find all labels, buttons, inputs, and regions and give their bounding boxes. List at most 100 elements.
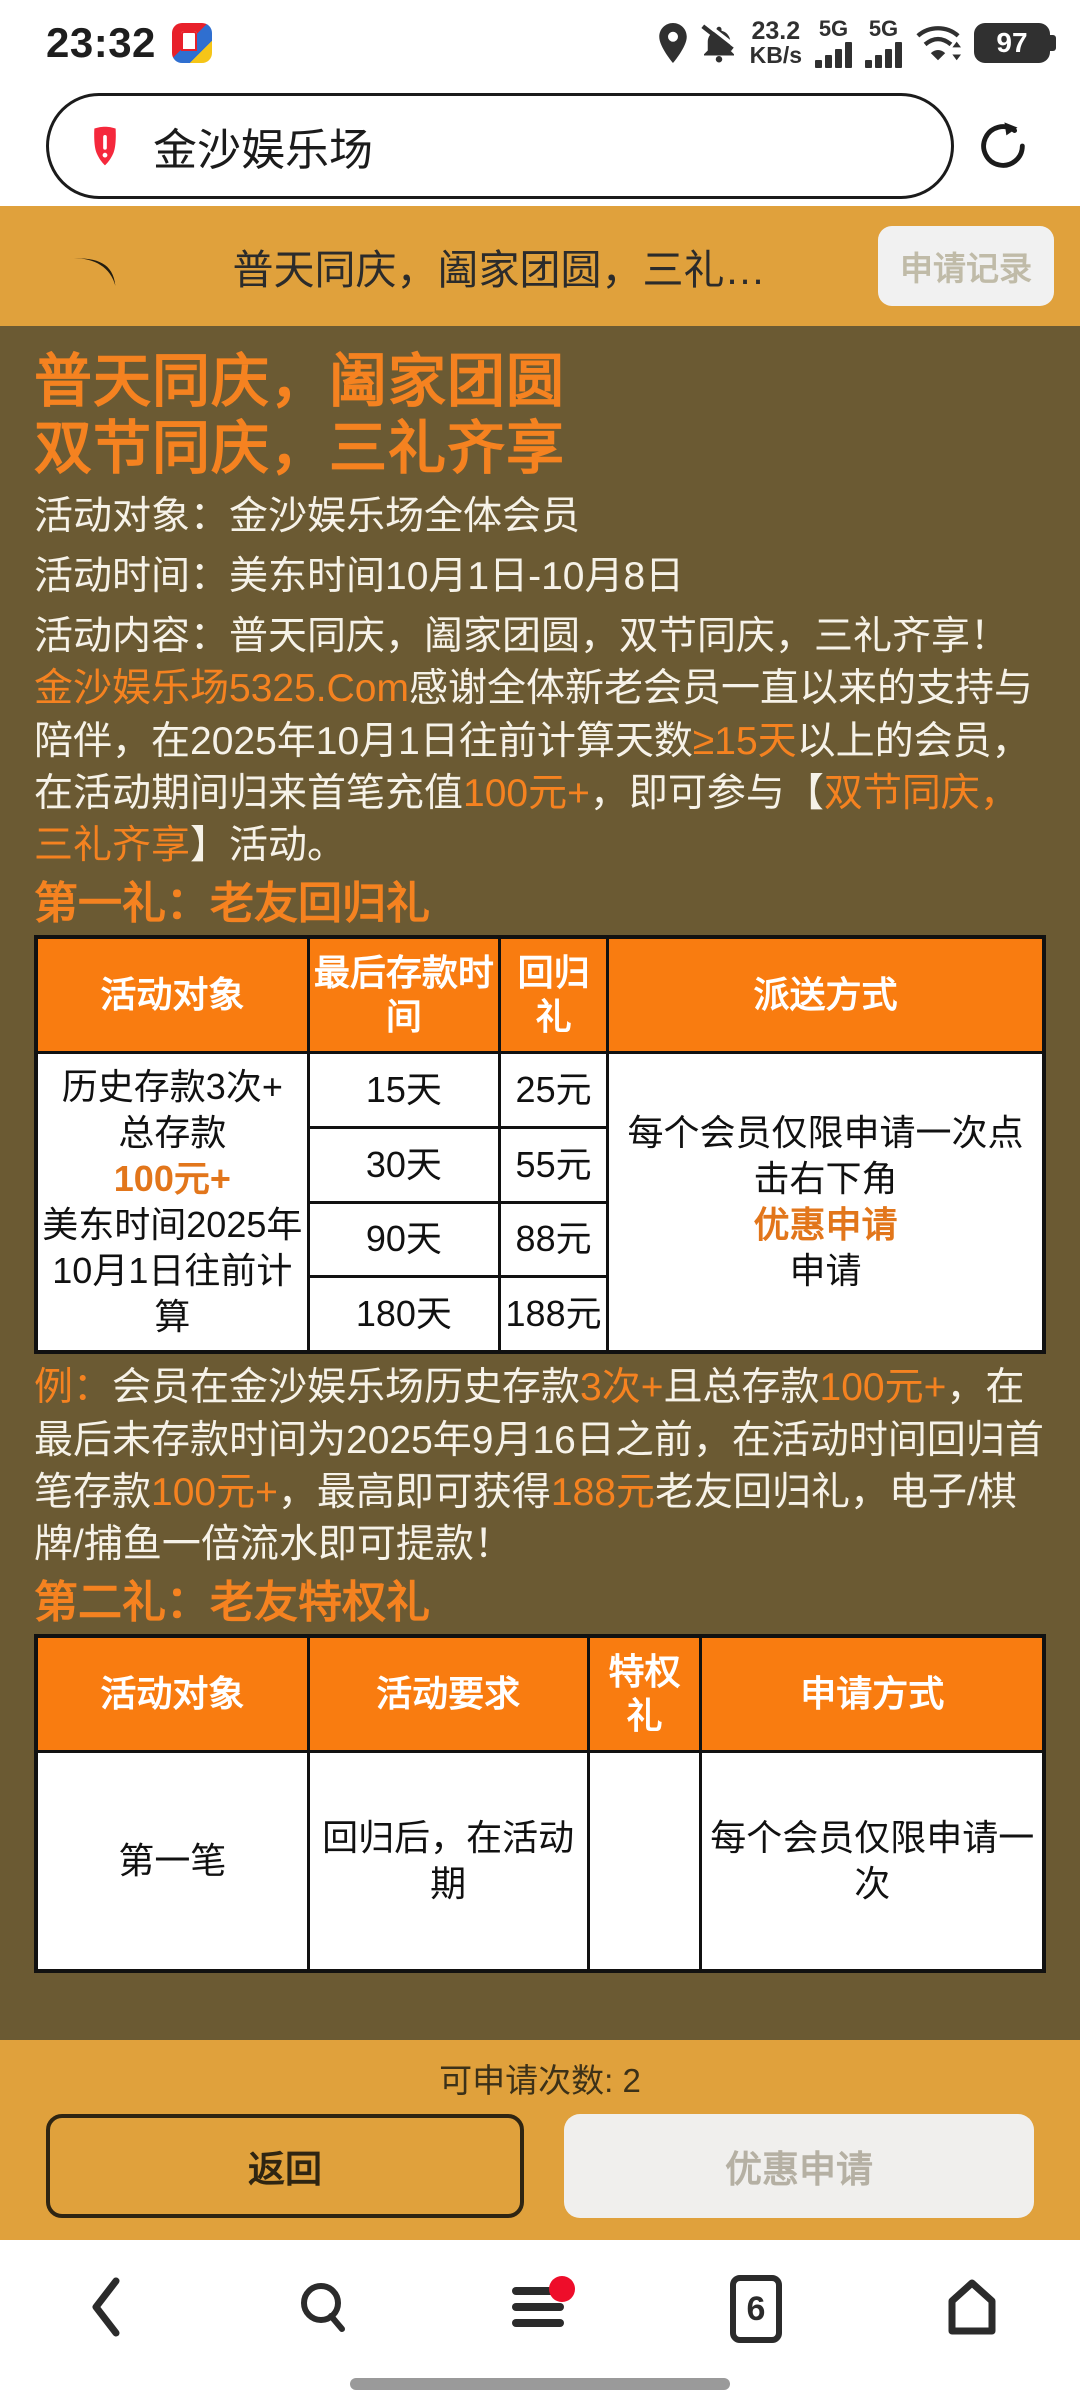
promo-title: 普天同庆，阖家团圆 双节同庆，三礼齐享 (34, 348, 1046, 483)
table-header-row: 活动对象 活动要求 特权礼 申请方式 (34, 1634, 1046, 1753)
promo-content-mid2: 以上的会员，在活动期间归来首笔充值 (34, 719, 1031, 815)
network-speed-unit: KB/s (749, 42, 802, 68)
apply-promotion-button[interactable]: 优惠申请 (564, 2114, 1034, 2218)
promo-event-name: 双节同庆，三礼齐享 (34, 771, 1019, 868)
gift1-last-deposit-2: 30天 (306, 1125, 502, 1204)
gift1-col-last-deposit: 最后存款时间 (306, 935, 502, 1054)
promo-site-link[interactable]: 金沙娱乐场5325.Com (34, 667, 409, 711)
gift1-delivery-line2: 申请 (789, 1250, 862, 1292)
battery-indicator: 97 (974, 23, 1056, 63)
gift1-delivery-cell: 每个会员仅限申请一次点击右下角 优惠申请 申请 (606, 1050, 1046, 1354)
gift2-col-object: 活动对象 (34, 1634, 310, 1753)
tabs-count: 6 (730, 2275, 782, 2343)
promo-content: 普天同庆，阖家团圆 双节同庆，三礼齐享 活动对象：金沙娱乐场全体会员 活动时间：… (0, 326, 1080, 2240)
table-row: 30天 55元 (36, 1125, 1044, 1204)
sim1-signal-bars (815, 42, 852, 68)
promo-period-label: 活动时间： (34, 554, 230, 598)
gift1-delivery-line1: 每个会员仅限申请一次点击右下角 (627, 1111, 1024, 1200)
promo-content-end: 】活动。 (190, 824, 347, 868)
gift1-col-delivery: 派送方式 (606, 935, 1046, 1054)
gift1-col-gift: 回归礼 (498, 935, 610, 1054)
back-button[interactable]: 返回 (46, 2114, 524, 2218)
network-speed: 23.2 KB/s (750, 19, 802, 67)
example-t5: 老友回归礼，电子/棋牌/捕鱼一倍流水即可提款！ (34, 1470, 1017, 1567)
sim1-network-label: 5G (818, 16, 849, 41)
table-header-row: 活动对象 最后存款时间 回归礼 派送方式 (34, 935, 1046, 1054)
chevron-left-icon (88, 2275, 128, 2344)
browser-url-row: 金沙娱乐场 (0, 86, 1080, 206)
example-h3: 100元+ (151, 1470, 278, 1514)
sim2-network-label: 5G (868, 16, 899, 41)
bell-muted-icon (700, 23, 737, 63)
example-h2: 100元+ (819, 1366, 947, 1410)
nav-search-button[interactable] (249, 2254, 399, 2364)
url-text: 金沙娱乐场 (153, 126, 373, 175)
promo-period-value: 美东时间10月1日-10月8日 (229, 554, 685, 598)
promo-days-threshold: ≥15天 (692, 719, 797, 763)
promo-deposit-amount: 100元+ (463, 771, 590, 815)
gift2-heading: 第二礼：老友特权礼 (34, 1578, 430, 1628)
gift1-heading: 第一礼：老友回归礼 (34, 879, 430, 929)
action-bar: 可申请次数: 2 返回 优惠申请 (0, 2040, 1080, 2240)
promo-content-label: 活动内容： (34, 615, 230, 659)
nav-menu-button[interactable] (465, 2254, 615, 2364)
promo-period-line: 活动时间：美东时间10月1日-10月8日 (34, 551, 1046, 603)
promo-content-mid3: ，即可参与【 (589, 771, 824, 815)
browser-nav-bar: 6 (0, 2240, 1080, 2400)
example-t4: ，最高即可获得 (277, 1470, 551, 1514)
sim2-signal-bars (865, 42, 902, 68)
menu-icon (508, 2281, 572, 2338)
gift2-requirement-cell: 回归后，在活动期 (306, 1749, 590, 1973)
gift1-gift-1: 25元 (498, 1050, 610, 1129)
example-t1: 会员在金沙娱乐场历史存款 (112, 1366, 581, 1410)
application-records-button[interactable]: 申请记录 (878, 226, 1054, 306)
example-h4: 188元 (550, 1470, 655, 1514)
nav-back-button[interactable] (33, 2254, 183, 2364)
table-row: 第一笔 回归后，在活动期 每个会员仅限申请一次 (34, 1749, 1046, 1973)
reload-icon[interactable] (960, 117, 1046, 175)
nav-tabs-button[interactable]: 6 (681, 2254, 831, 2364)
gift2-col-apply: 申请方式 (699, 1634, 1046, 1753)
gift1-object-line3: 美东时间2025年10月1日往前计算 (42, 1204, 303, 1338)
promo-audience-value: 金沙娱乐场全体会员 (229, 494, 581, 538)
application-quota: 可申请次数: 2 (439, 2062, 641, 2099)
gift1-gift-4: 188元 (498, 1275, 610, 1354)
gift1-object-cell: 历史存款3次+ 总存款 100元+ 美东时间2025年10月1日往前计算 (34, 1050, 310, 1354)
gift1-table: 活动对象 最后存款时间 回归礼 派送方式 历史存款3次+ 总存款 100元+ 美… (34, 935, 1046, 1355)
status-bar-icons: 23.2 KB/s 5G 5G 97 (658, 18, 1056, 68)
gift2-privilege-cell (586, 1749, 703, 1973)
sim2-signal: 5G (865, 18, 902, 68)
gift1-last-deposit-3: 90天 (306, 1200, 502, 1279)
sim1-signal: 5G (815, 18, 852, 68)
gift2-col-privilege: 特权礼 (586, 1634, 703, 1753)
gift1-object-line2: 总存款 (118, 1111, 227, 1153)
gift2-apply-cell: 每个会员仅限申请一次 (699, 1749, 1046, 1973)
gift1-col-object: 活动对象 (34, 935, 310, 1054)
back-arrow-icon[interactable] (46, 236, 120, 296)
search-icon (296, 2279, 352, 2340)
promo-title-line1: 普天同庆，阖家团圆 (34, 349, 566, 414)
page-header: 普天同庆，阖家团圆，三礼… 申请记录 (0, 206, 1080, 326)
status-bar: 23:32 23.2 KB/s 5G (0, 0, 1080, 86)
gift1-gift-2: 55元 (498, 1125, 610, 1204)
url-bar[interactable]: 金沙娱乐场 (46, 93, 954, 199)
nav-home-button[interactable] (897, 2254, 1047, 2364)
status-bar-clock: 23:32 (46, 19, 156, 66)
promo-audience-line: 活动对象：金沙娱乐场全体会员 (34, 491, 1046, 543)
system-home-indicator (350, 2378, 730, 2390)
promo-content-mid1: 感谢全体新老会员一直以来的支持与陪伴，在2025年10月1日往前计算天数 (34, 667, 1033, 763)
page-title: 普天同庆，阖家团圆，三礼… (232, 247, 766, 293)
gift2-table: 活动对象 活动要求 特权礼 申请方式 第一笔 回归后，在活动期 每个会员仅限申请… (34, 1634, 1046, 1974)
promo-description: 活动内容：普天同庆，阖家团圆，双节同庆，三礼齐享！ 金沙娱乐场5325.Com感谢… (34, 611, 1046, 872)
network-speed-value: 23.2 (751, 17, 801, 45)
gift1-delivery-highlight: 优惠申请 (753, 1204, 898, 1246)
example-t3: ，在最后未存款时间为2025年9月16日之前，在活动时间回归首笔存款 (34, 1366, 1044, 1514)
gift1-object-amount: 100元+ (113, 1158, 231, 1200)
menu-notification-badge (549, 2276, 575, 2302)
gift2-col-requirement: 活动要求 (306, 1634, 590, 1753)
table-row: 180天 188元 (36, 1275, 1044, 1354)
promo-title-line2: 双节同庆，三礼齐享 (34, 416, 566, 482)
example-label: 例： (34, 1366, 113, 1410)
warning-shield-icon (83, 124, 127, 168)
